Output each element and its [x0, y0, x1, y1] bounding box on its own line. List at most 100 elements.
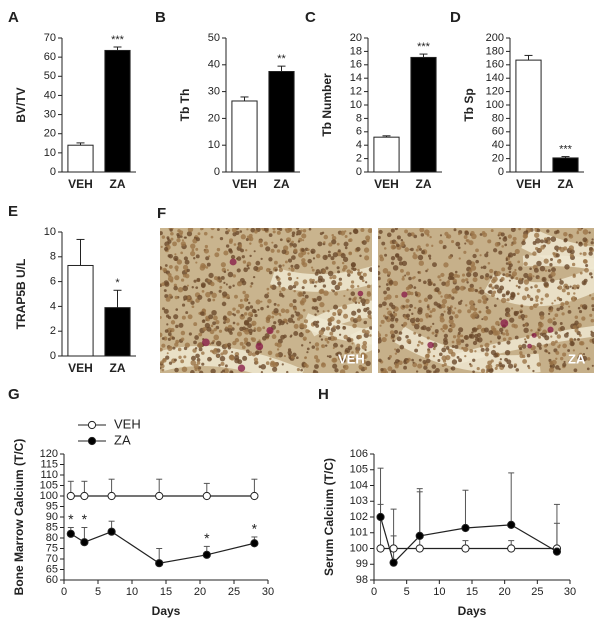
cell — [501, 293, 506, 298]
marker — [507, 520, 516, 529]
cell — [364, 255, 370, 261]
cell — [185, 311, 189, 315]
cell — [258, 339, 261, 342]
cell — [427, 350, 431, 354]
cell — [331, 289, 334, 292]
cell — [468, 240, 474, 246]
cell — [309, 341, 312, 344]
cell — [388, 354, 392, 358]
cell — [583, 282, 586, 285]
cell — [520, 314, 526, 319]
bar — [104, 307, 131, 357]
cell — [164, 281, 170, 287]
cell — [418, 333, 422, 337]
cell — [216, 247, 221, 252]
cell — [507, 254, 511, 258]
cell — [429, 310, 433, 314]
cell — [507, 363, 514, 369]
cell — [434, 287, 440, 293]
cell — [243, 297, 248, 302]
cell — [365, 281, 368, 284]
cell — [399, 344, 405, 350]
cell — [447, 310, 452, 315]
cell — [540, 297, 544, 301]
cell — [591, 296, 594, 301]
cell — [167, 239, 172, 244]
y-axis-label: Bone Marrow Calcium (T/C) — [12, 439, 26, 596]
cell — [195, 353, 200, 359]
cell — [415, 370, 419, 373]
cell — [485, 306, 489, 310]
cell — [519, 351, 523, 355]
marker — [461, 544, 470, 553]
cell — [535, 298, 539, 302]
cell — [425, 269, 428, 273]
cell — [298, 332, 304, 338]
cell — [273, 260, 278, 265]
cell — [202, 319, 205, 322]
cell — [556, 230, 560, 234]
cell — [507, 314, 511, 318]
cell — [418, 358, 422, 362]
cell — [504, 349, 511, 356]
cell — [244, 293, 250, 299]
cell — [529, 305, 534, 310]
cell — [558, 297, 563, 302]
cell — [384, 370, 389, 373]
cell — [441, 298, 448, 305]
cell — [312, 257, 316, 260]
cell — [386, 307, 389, 311]
cell — [559, 247, 565, 253]
cell — [378, 229, 383, 235]
cell — [575, 241, 578, 244]
cell — [232, 274, 237, 278]
cell — [293, 281, 299, 286]
cell — [415, 317, 420, 323]
x-tick-label: 0 — [61, 586, 67, 598]
cell — [196, 361, 201, 365]
cell — [544, 269, 548, 272]
cell — [577, 337, 580, 341]
bar — [410, 56, 437, 173]
cell — [190, 355, 196, 361]
cell — [413, 234, 418, 239]
cell — [577, 355, 582, 361]
cell — [225, 326, 228, 329]
cell — [328, 318, 333, 323]
x-tick-label: 15 — [160, 586, 172, 598]
cell — [328, 250, 331, 254]
cell — [356, 343, 361, 348]
cell — [400, 268, 404, 273]
cell — [469, 362, 472, 366]
cell — [267, 350, 273, 356]
cell — [514, 268, 517, 272]
cell — [244, 329, 250, 335]
cell — [357, 334, 362, 339]
cell — [256, 326, 262, 332]
cell — [206, 262, 211, 267]
cell — [423, 297, 429, 303]
cell — [381, 241, 386, 246]
cell — [289, 242, 294, 247]
cell — [508, 336, 512, 341]
x-tick-label: 0 — [371, 586, 377, 598]
cell — [326, 340, 330, 344]
cell — [357, 268, 360, 272]
cell — [572, 349, 575, 352]
cell — [475, 248, 479, 253]
y-tick-label: 110 — [40, 469, 58, 481]
cell — [180, 359, 185, 364]
cell — [444, 368, 449, 373]
cell — [458, 327, 464, 333]
stain — [266, 326, 274, 335]
cell — [429, 235, 432, 239]
x-tick-label: 20 — [499, 586, 511, 598]
cell — [258, 365, 262, 369]
cell — [465, 343, 469, 348]
cell — [334, 291, 338, 296]
cell — [582, 353, 586, 356]
cell — [255, 350, 260, 355]
cell — [262, 336, 267, 341]
cell — [395, 243, 400, 248]
cell — [253, 265, 259, 272]
